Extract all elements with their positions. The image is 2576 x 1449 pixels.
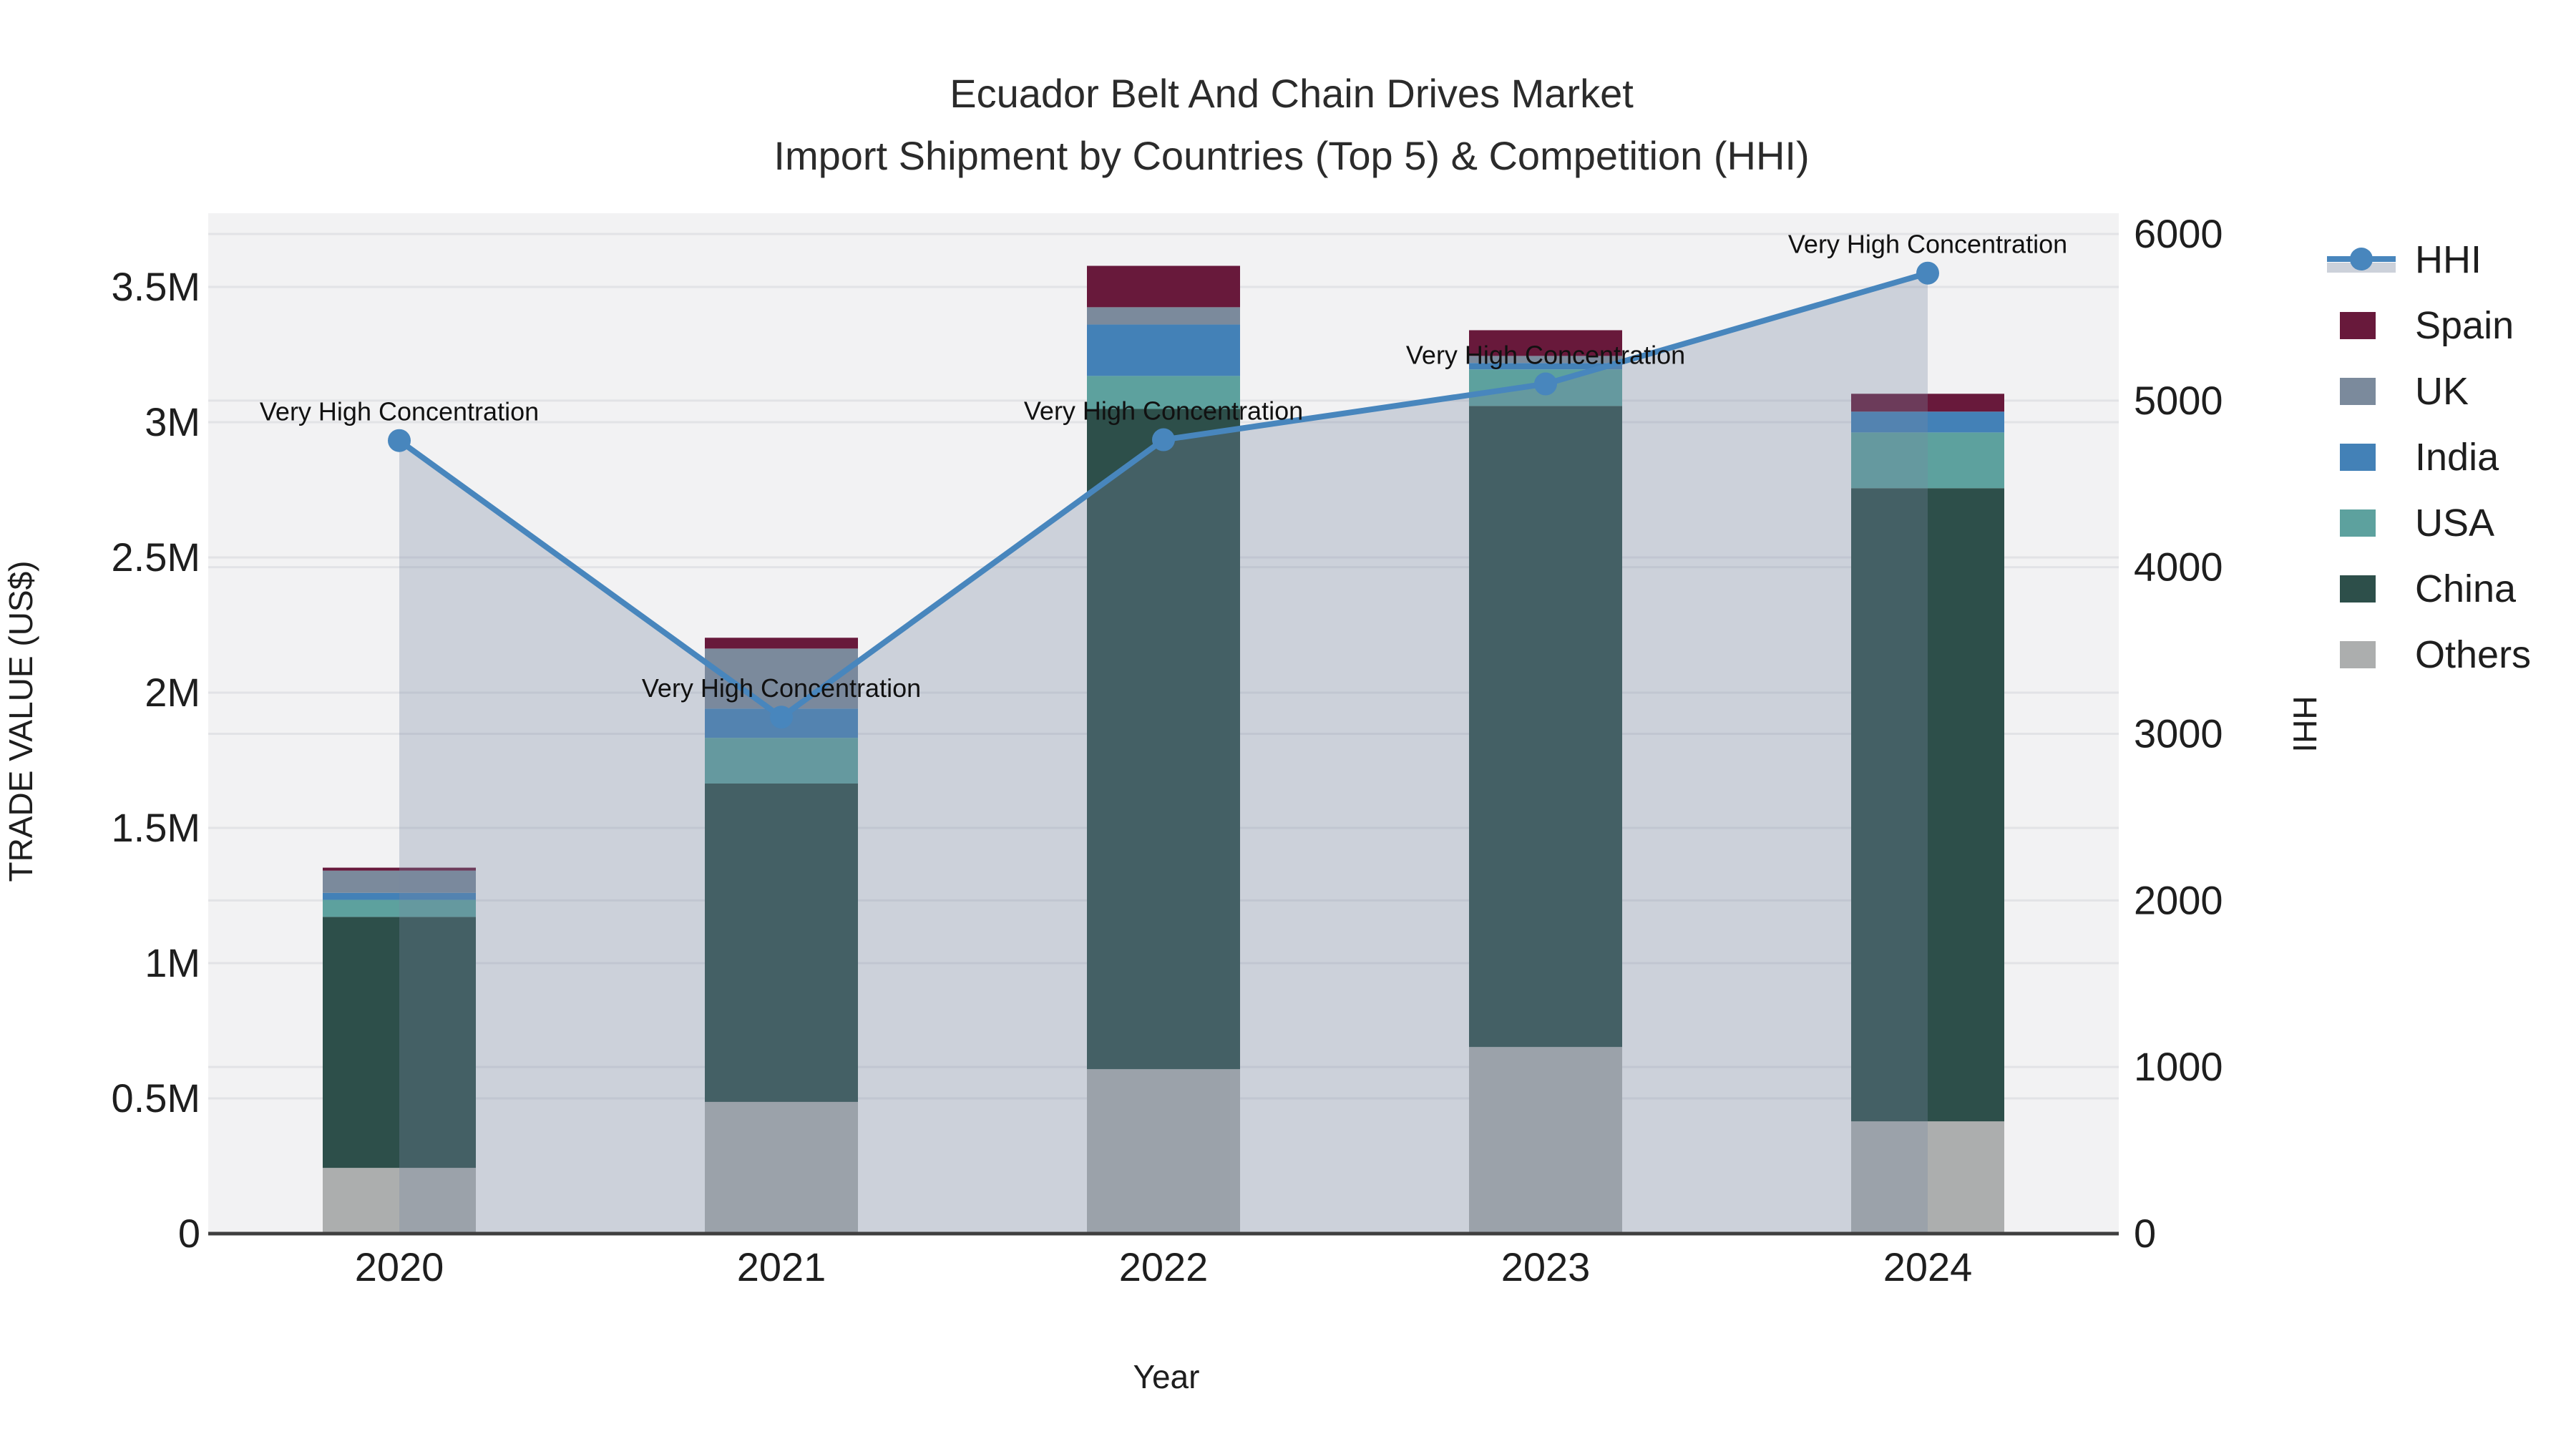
hhi-marker-2022[interactable] <box>1152 428 1175 452</box>
y-right-tick-label: 5000 <box>2134 378 2223 423</box>
bar-segment-usa-2024[interactable] <box>1851 432 2004 489</box>
bar-segment-china-2024[interactable] <box>1851 488 2004 1122</box>
chart-title-line2: Import Shipment by Countries (Top 5) & C… <box>774 133 1809 178</box>
y-left-tick-label: 2.5M <box>112 535 201 580</box>
legend-hhi-marker-icon <box>2350 248 2373 270</box>
bar-segment-spain-2020[interactable] <box>323 867 476 871</box>
bar-segment-spain-2022[interactable] <box>1087 265 1240 308</box>
hhi-marker-2020[interactable] <box>388 429 411 452</box>
annotation-2024: Very High Concentration <box>1788 230 2067 259</box>
y-right-tick-label: 0 <box>2134 1211 2156 1256</box>
legend-label: Spain <box>2415 304 2514 347</box>
legend-label: Others <box>2415 633 2531 676</box>
legend-color-swatch <box>2340 444 2376 471</box>
legend-item-usa[interactable]: USA <box>2340 502 2494 545</box>
y-right-tick-label: 4000 <box>2134 545 2223 590</box>
bar-segment-others-2021[interactable] <box>705 1101 858 1234</box>
legend-item-hhi[interactable]: HHI <box>2327 238 2482 281</box>
legend-item-uk[interactable]: UK <box>2340 370 2469 413</box>
bar-segment-spain-2023[interactable] <box>1469 330 1622 356</box>
bar-segment-uk-2023[interactable] <box>1469 356 1622 364</box>
x-tick-label-2024: 2024 <box>1883 1244 1973 1289</box>
y-left-tick-label: 3M <box>145 399 200 444</box>
legend-label: HHI <box>2415 238 2482 281</box>
x-tick-label-2023: 2023 <box>1501 1244 1591 1289</box>
legend-color-swatch <box>2340 575 2376 602</box>
hhi-marker-2023[interactable] <box>1534 372 1557 396</box>
bar-segment-usa-2022[interactable] <box>1087 376 1240 409</box>
x-tick-label-2021: 2021 <box>737 1244 826 1289</box>
legend-item-spain[interactable]: Spain <box>2340 304 2514 347</box>
bar-segment-china-2022[interactable] <box>1087 409 1240 1070</box>
chart-title-line1: Ecuador Belt And Chain Drives Market <box>950 71 1634 116</box>
y-right-tick-label: 3000 <box>2134 711 2223 756</box>
legend-label: India <box>2415 436 2499 479</box>
legend-label: UK <box>2415 370 2469 413</box>
legend: HHI Spain UK India USA China Others <box>2327 238 2531 676</box>
bar-segment-uk-2020[interactable] <box>323 870 476 893</box>
plot-area: 0 0.5M 1M 1.5M 2M 2.5M 3M 3.5M 0 1000 2000 3000 4000… <box>112 211 2223 1289</box>
bar-segment-others-2020[interactable] <box>323 1168 476 1234</box>
bar-segment-usa-2021[interactable] <box>705 738 858 784</box>
bar-segment-uk-2022[interactable] <box>1087 307 1240 325</box>
y-left-axis-title: TRADE VALUE (US$) <box>2 560 39 882</box>
legend-color-swatch <box>2340 312 2376 339</box>
y-left-tick-label: 3.5M <box>112 264 201 309</box>
y-left-tick-label: 0.5M <box>112 1075 201 1121</box>
annotation-2022: Very High Concentration <box>1024 396 1303 426</box>
bar-segment-others-2022[interactable] <box>1087 1069 1240 1234</box>
y-left-tick-label: 1.5M <box>112 805 201 850</box>
annotation-2020: Very High Concentration <box>260 397 539 426</box>
bar-segment-india-2020[interactable] <box>323 892 476 900</box>
bar-segment-china-2023[interactable] <box>1469 406 1622 1048</box>
legend-color-swatch <box>2340 509 2376 537</box>
y-right-tick-label: 2000 <box>2134 877 2223 922</box>
x-tick-label-2020: 2020 <box>355 1244 444 1289</box>
legend-label: China <box>2415 567 2517 610</box>
bar-segment-usa-2020[interactable] <box>323 899 476 917</box>
legend-color-swatch <box>2340 641 2376 668</box>
annotation-2021: Very High Concentration <box>642 673 921 703</box>
x-tick-label-2022: 2022 <box>1119 1244 1209 1289</box>
x-axis-title: Year <box>1133 1358 1200 1395</box>
bar-segment-spain-2024[interactable] <box>1851 394 2004 412</box>
y-left-tick-label: 0 <box>178 1211 200 1256</box>
bar-segment-spain-2021[interactable] <box>705 638 858 649</box>
legend-item-china[interactable]: China <box>2340 567 2517 610</box>
bar-segment-others-2023[interactable] <box>1469 1047 1622 1234</box>
hhi-marker-2021[interactable] <box>770 706 793 729</box>
y-right-tick-label: 6000 <box>2134 211 2223 256</box>
bar-segment-others-2024[interactable] <box>1851 1121 2004 1234</box>
y-left-tick-label: 2M <box>145 670 200 715</box>
legend-label: USA <box>2415 502 2494 545</box>
bar-segment-china-2021[interactable] <box>705 784 858 1102</box>
bar-segment-india-2022[interactable] <box>1087 324 1240 376</box>
hhi-marker-2024[interactable] <box>1916 261 1939 285</box>
bar-segment-china-2020[interactable] <box>323 917 476 1169</box>
y-left-tick-label: 1M <box>145 940 200 985</box>
bar-segment-india-2023[interactable] <box>1469 363 1622 370</box>
legend-color-swatch <box>2340 378 2376 405</box>
bar-segment-india-2024[interactable] <box>1851 411 2004 433</box>
legend-item-others[interactable]: Others <box>2340 633 2531 676</box>
y-right-tick-label: 1000 <box>2134 1044 2223 1089</box>
hhi-area-fill <box>399 273 1928 1234</box>
legend-item-india[interactable]: India <box>2340 436 2499 479</box>
y-right-axis-title: HHI <box>2286 696 2323 752</box>
annotation-2023: Very High Concentration <box>1406 341 1685 370</box>
